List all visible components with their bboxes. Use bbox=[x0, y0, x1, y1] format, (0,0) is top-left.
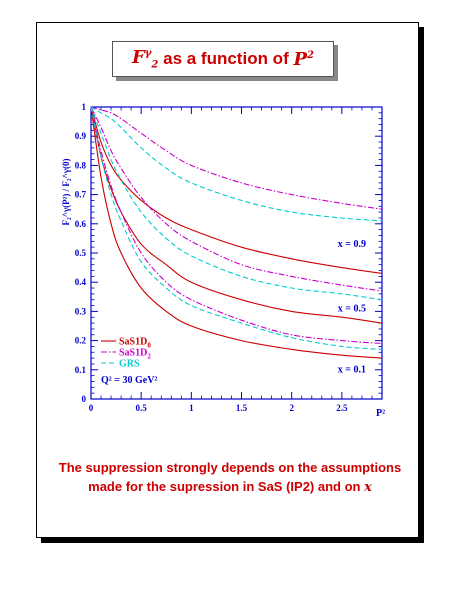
caption-var: x bbox=[364, 480, 372, 495]
series-line-grs-01 bbox=[90, 106, 383, 350]
series-line-sas1d2-01 bbox=[90, 106, 383, 345]
title-sup: γ bbox=[144, 48, 152, 60]
plot-area: 0 0.1 0.2 0.3 0.4 0.5 0.6 0.7 0.8 0.9 1 0 0.5 1 1.5 2 2.… bbox=[61, 102, 385, 419]
curve-label: x = 0.1 bbox=[338, 365, 366, 376]
x-tick-label: 0.5 bbox=[136, 403, 148, 413]
legend-label: SaS1D2 bbox=[119, 348, 151, 361]
x-tick-label: 2 bbox=[289, 403, 294, 413]
y-axis-label: F₂^γ(P²) / F₂^γ(0) bbox=[61, 159, 71, 226]
title-var-sup: 2 bbox=[307, 49, 314, 61]
y-tick-label: 0.1 bbox=[75, 365, 87, 375]
y-tick-label: 0.6 bbox=[75, 219, 87, 229]
y-tick-label: 0.9 bbox=[75, 131, 87, 141]
slide-title: Fγ2 as a function of P2 bbox=[112, 41, 334, 77]
caption: The suppression strongly depends on the … bbox=[50, 458, 410, 497]
curve-label: x = 0.9 bbox=[338, 239, 366, 250]
series-line-sas1d2-05 bbox=[90, 106, 383, 292]
series-line-grs-09 bbox=[90, 106, 383, 222]
title-var-p: P bbox=[293, 48, 307, 70]
series-line-sas1d0-09 bbox=[90, 106, 383, 274]
slide-frame bbox=[36, 22, 419, 538]
x-tick-label: 1 bbox=[189, 403, 194, 413]
series-line-sas1d0-05 bbox=[90, 106, 383, 324]
title-var: P2 bbox=[293, 49, 314, 70]
title-math: Fγ2 bbox=[132, 47, 158, 71]
y-tick-label: 0.8 bbox=[75, 160, 87, 170]
y-tick-label: 0.4 bbox=[75, 277, 87, 287]
y-tick-label: 0 bbox=[82, 394, 87, 404]
y-tick-label: 0.2 bbox=[75, 336, 87, 346]
curve-label: x = 0.5 bbox=[338, 303, 366, 314]
title-middle: as a function of bbox=[158, 49, 294, 68]
legend-label: GRS bbox=[119, 359, 140, 370]
q2-annotation: Q² = 30 GeV² bbox=[101, 375, 157, 386]
caption-text: The suppression strongly depends on the … bbox=[58, 460, 402, 494]
y-tick-label: 0.3 bbox=[75, 306, 87, 316]
title-sub: 2 bbox=[151, 59, 159, 71]
y-tick-label: 1 bbox=[82, 102, 87, 112]
title-f: F bbox=[132, 47, 145, 69]
series-line-sas1d0-01 bbox=[90, 106, 383, 359]
x-tick-label: 0 bbox=[89, 403, 94, 413]
y-tick-label: 0.5 bbox=[75, 248, 87, 258]
x-tick-label: 1.5 bbox=[236, 403, 248, 413]
x-axis-label: P² bbox=[376, 408, 385, 419]
legend-label: SaS1D0 bbox=[119, 337, 151, 350]
x-tick-label: 2.5 bbox=[336, 403, 348, 413]
series-line-grs-05 bbox=[90, 106, 383, 301]
y-tick-label: 0.7 bbox=[75, 190, 87, 200]
